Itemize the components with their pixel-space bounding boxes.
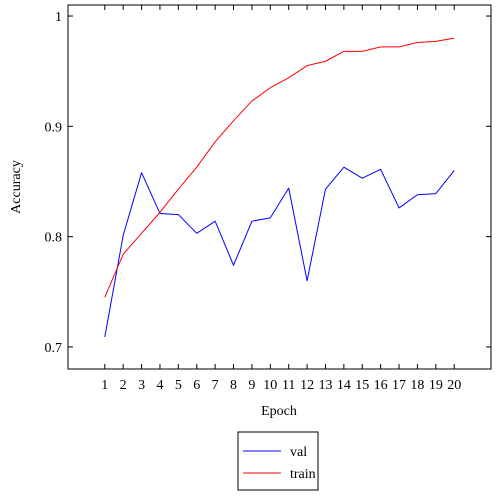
x-tick-label: 13	[318, 378, 332, 393]
x-tick-label: 2	[120, 378, 127, 393]
x-tick-label: 17	[392, 378, 406, 393]
x-axis-label: Epoch	[261, 404, 297, 419]
x-tick-label: 20	[447, 378, 461, 393]
plot-frame	[68, 5, 491, 369]
x-tick-label: 19	[429, 378, 443, 393]
legend: val train	[238, 432, 318, 490]
x-tick-label: 1	[101, 378, 108, 393]
x-tick-label: 16	[374, 378, 388, 393]
x-tick-label: 8	[230, 378, 237, 393]
x-tick-label: 12	[300, 378, 314, 393]
x-tick-label: 5	[175, 378, 182, 393]
x-tick-label: 11	[282, 378, 295, 393]
y-tick-label: 0.7	[45, 341, 63, 356]
series-line-val	[105, 167, 454, 337]
y-tick-label: 0.8	[45, 231, 63, 246]
x-tick-label: 18	[410, 378, 424, 393]
x-tick-label: 7	[212, 378, 219, 393]
x-tick-label: 14	[337, 378, 351, 393]
series	[105, 38, 454, 337]
x-tick-label: 10	[263, 378, 277, 393]
x-tick-label: 6	[193, 378, 200, 393]
ticks: 1 2 3 4 5 6 7 8 9 10 11 12 13 14 15 16 17 18 19 200.70.80.9…	[45, 5, 492, 393]
y-axis-label: Accuracy	[9, 160, 24, 214]
series-line-train	[105, 38, 454, 297]
x-tick-label: 9	[248, 378, 255, 393]
legend-label-val: val	[290, 445, 307, 460]
legend-label-train: train	[290, 467, 316, 482]
y-tick-label: 1	[55, 10, 62, 25]
x-tick-label: 15	[355, 378, 369, 393]
x-tick-label: 4	[156, 378, 163, 393]
y-tick-label: 0.9	[45, 120, 63, 135]
x-tick-label: 3	[138, 378, 145, 393]
